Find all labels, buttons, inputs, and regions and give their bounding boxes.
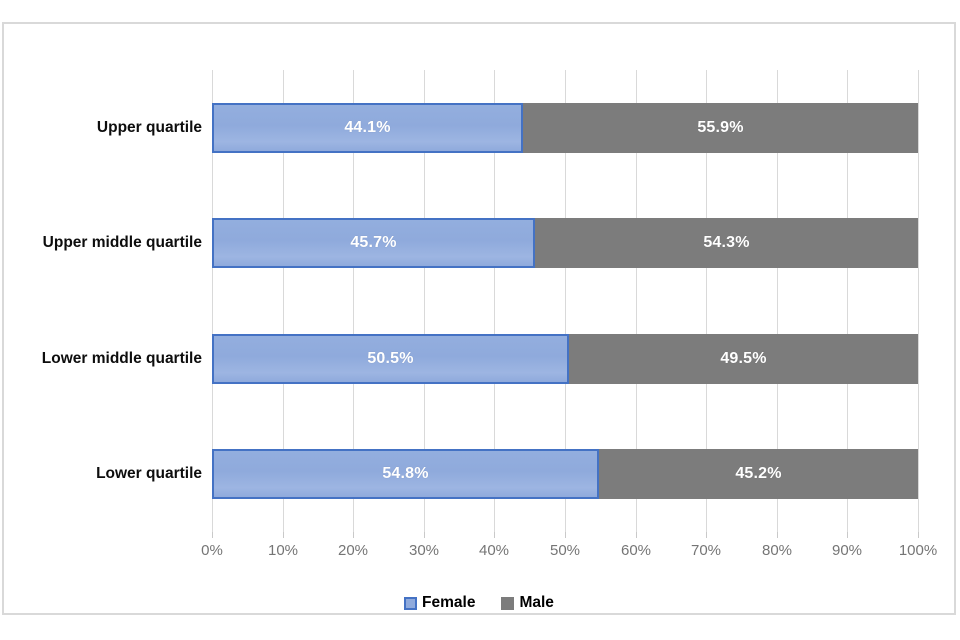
x-tick-label: 50% [549, 542, 581, 559]
data-label: 44.1% [344, 119, 391, 136]
legend: Female Male [4, 594, 954, 612]
x-tick-label: 100% [898, 542, 938, 559]
bar-segment-female: 45.7% [212, 218, 535, 268]
bar-segment-male: 55.9% [523, 103, 918, 153]
axis-tick [424, 532, 425, 538]
axis-tick [847, 532, 848, 538]
axis-tick [353, 532, 354, 538]
gridline [706, 70, 707, 532]
gridline [494, 70, 495, 532]
x-tick-label: 0% [201, 542, 223, 559]
data-label: 45.2% [735, 465, 782, 482]
x-tick-label: 80% [761, 542, 793, 559]
gridline [353, 70, 354, 532]
axis-tick [283, 532, 284, 538]
bar-segment-male: 45.2% [599, 449, 918, 499]
x-tick-label: 30% [408, 542, 440, 559]
legend-swatch-female [404, 596, 418, 610]
legend-swatch-male [501, 596, 515, 610]
bar-segment-female: 44.1% [212, 103, 523, 153]
bar-row: 54.8% 45.2% [212, 449, 918, 499]
x-tick-label: 20% [337, 542, 369, 559]
x-tick-label: 10% [267, 542, 299, 559]
gridline [212, 70, 213, 532]
category-label: Upper quartile [96, 119, 202, 136]
legend-label: Male [519, 594, 554, 611]
gridline [918, 70, 919, 532]
data-label: 54.3% [703, 234, 750, 251]
plot-area: 44.1% 55.9% 45.7% 54.3% 50.5% 49.5% 54.8% 45.2% [212, 70, 919, 532]
legend-item-female: Female [404, 594, 475, 612]
gridline [847, 70, 848, 532]
data-label: 50.5% [367, 350, 414, 367]
data-label: 45.7% [350, 234, 397, 251]
bar-row: 50.5% 49.5% [212, 334, 918, 384]
gridline [777, 70, 778, 532]
axis-tick [212, 532, 213, 538]
gridline [565, 70, 566, 532]
data-label: 55.9% [697, 119, 744, 136]
bar-row: 44.1% 55.9% [212, 103, 918, 153]
x-tick-label: 60% [620, 542, 652, 559]
axis-tick [565, 532, 566, 538]
data-label: 49.5% [720, 350, 767, 367]
legend-item-male: Male [501, 594, 554, 612]
x-tick-label: 90% [831, 542, 863, 559]
axis-tick [494, 532, 495, 538]
chart-frame: 44.1% 55.9% 45.7% 54.3% 50.5% 49.5% 54.8% 45.2%… [2, 22, 956, 615]
gridline [424, 70, 425, 532]
legend-label: Female [422, 594, 476, 611]
x-tick-label: 40% [478, 542, 510, 559]
axis-tick [918, 532, 919, 538]
axis-tick [636, 532, 637, 538]
bar-segment-male: 54.3% [535, 218, 918, 268]
bar-segment-female: 50.5% [212, 334, 569, 384]
axis-tick [777, 532, 778, 538]
gridline [283, 70, 284, 532]
axis-tick [706, 532, 707, 538]
category-label: Upper middle quartile [42, 234, 202, 251]
category-label: Lower quartile [96, 465, 202, 482]
gridline [636, 70, 637, 532]
category-label: Lower middle quartile [41, 350, 202, 367]
data-label: 54.8% [382, 465, 429, 482]
bar-segment-male: 49.5% [569, 334, 918, 384]
bar-row: 45.7% 54.3% [212, 218, 918, 268]
bar-segment-female: 54.8% [212, 449, 599, 499]
x-tick-label: 70% [690, 542, 722, 559]
